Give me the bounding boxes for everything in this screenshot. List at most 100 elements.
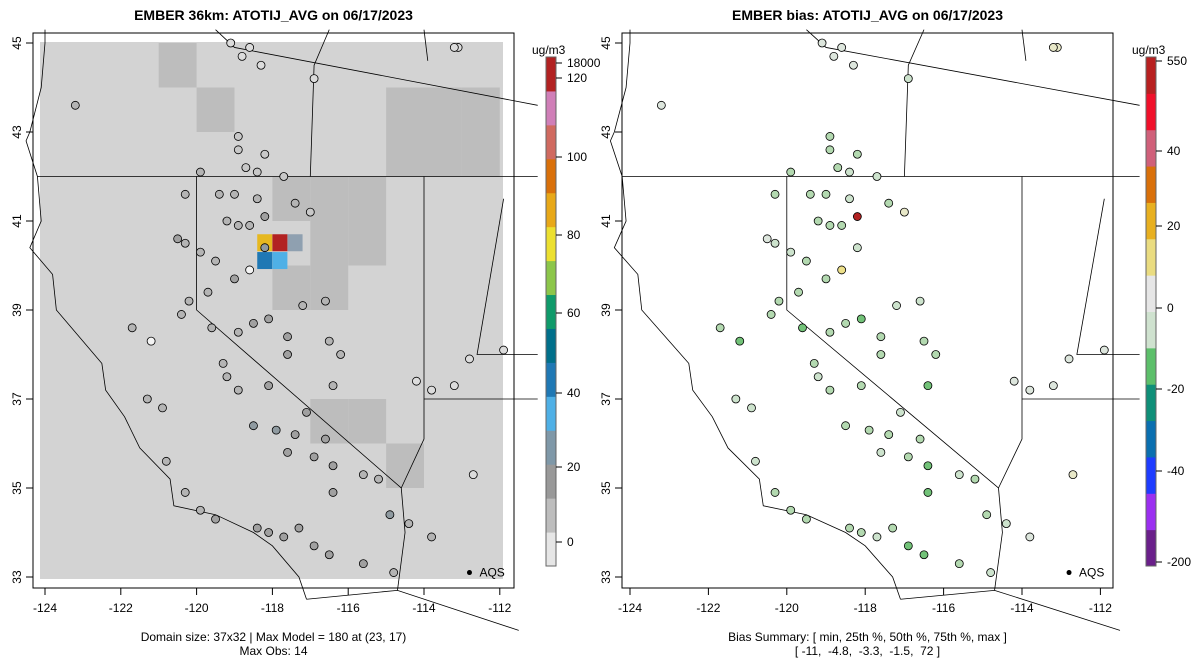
site-marker [813,216,823,226]
site-marker [290,430,300,440]
colorbar-segment [546,362,556,397]
site-marker [245,43,255,52]
site-marker [802,514,811,524]
left-caption-line1: Domain size: 37x32 | Max Model = 180 at … [140,630,407,644]
colorbar-tick-label: 0 [1167,301,1174,315]
site-marker [70,100,80,110]
site-marker [321,434,330,444]
site-marker [1099,345,1109,355]
site-marker [245,265,255,275]
site-marker [218,358,228,368]
y-tick-label: 37 [10,392,24,406]
site-marker [841,421,850,431]
colorbar-tick-label: 100 [567,150,587,164]
site-marker [1064,354,1074,364]
site-marker [825,327,835,337]
site-marker [731,394,741,404]
colorbar-segment [1146,456,1156,494]
colorbar-tick-label: 120 [567,71,587,85]
site-marker [252,194,262,204]
y-tick-label: 45 [599,36,613,50]
site-marker [245,221,255,230]
site-marker [252,167,262,177]
site-marker [324,336,334,346]
site-marker [252,523,262,533]
site-marker [321,296,330,306]
site-marker [923,461,933,471]
site-marker [207,323,217,333]
site-marker [279,532,289,542]
colorbar-tick-label: 20 [1167,219,1181,233]
site-marker [915,296,925,306]
site-marker [770,238,780,248]
y-tick-label: 33 [10,570,24,584]
site-marker [177,310,186,319]
model-grid-cell [386,87,424,132]
colorbar-tick-label: -200 [1167,555,1191,569]
site-marker [294,523,304,533]
colorbar-tick-label: 80 [567,228,581,242]
site-marker [222,216,232,226]
x-tick-label: -124 [618,601,642,615]
model-grid-cell [310,176,349,221]
site-marker [825,385,835,395]
site-marker [845,167,854,177]
state-border [900,589,1121,631]
colorbar-segment [546,430,556,465]
colorbar-segment [1146,275,1156,312]
site-marker [283,350,292,359]
coastline [25,29,307,600]
x-tick-label: -120 [775,601,799,615]
site-marker [876,350,886,359]
site-marker [158,403,167,413]
site-marker [884,198,894,208]
y-tick-label: 41 [10,214,24,228]
model-grid-cell [461,132,500,177]
site-marker [845,523,854,533]
site-marker [249,318,258,328]
site-marker [180,189,190,199]
site-marker [786,505,796,515]
site-marker [142,394,152,404]
colorbar-segment [1146,166,1156,203]
colorbar-segment [546,90,556,126]
site-marker [195,167,205,177]
state-border [904,29,925,177]
site-marker [1048,381,1058,391]
site-marker [876,447,886,457]
site-marker [986,568,996,577]
colorbar-segment [1146,57,1156,94]
colorbar-segment [546,158,556,194]
bias-panel: AQS -124 -122 -120 -118 -116 -114 -112 33 35 37 39 4… [599,29,1191,631]
state-border [306,589,519,631]
site-marker [385,510,395,520]
aqs-marker [466,570,472,576]
site-marker [837,265,847,275]
site-marker [852,243,862,253]
model-grid-hotspot [272,234,288,252]
colorbar-frame [1145,56,1157,567]
site-marker [389,568,399,577]
site-marker [298,301,308,310]
site-marker [813,372,823,382]
coastline [609,29,901,600]
model-grid-cell [158,43,197,88]
x-tick-label: -122 [109,601,133,615]
site-marker [264,314,274,324]
site-marker [173,234,183,244]
site-marker [805,189,815,199]
y-tick-label: 43 [599,125,613,139]
colorbar-segment [546,532,556,567]
site-marker [260,212,270,221]
state-border [309,29,330,177]
aqs-marker [1066,570,1072,576]
x-tick-label: -116 [337,601,360,615]
site-marker [829,51,839,61]
site-marker [825,145,835,155]
colorbar-segment [546,260,556,296]
model-grid-cell [310,221,349,266]
colorbar-tick-label: 18000 [567,56,601,70]
site-marker [864,425,874,435]
site-marker [233,221,243,230]
